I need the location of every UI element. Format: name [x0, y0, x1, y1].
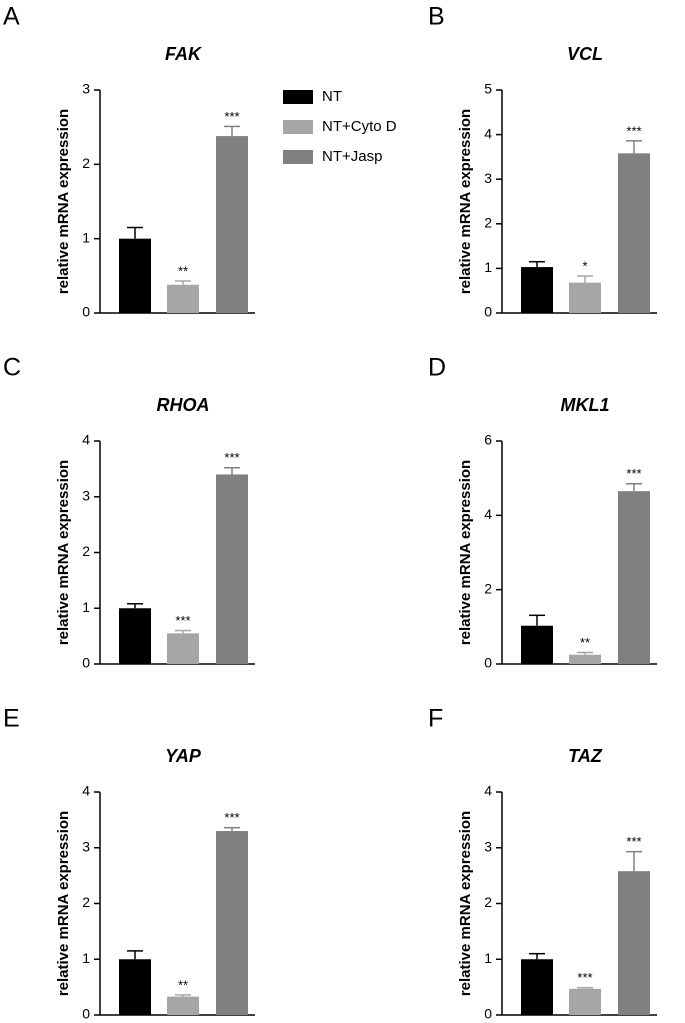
- y-tick-label: 3: [484, 838, 492, 854]
- legend-label: NT+Cyto D: [322, 118, 397, 135]
- significance-label: ***: [224, 810, 239, 825]
- significance-label: ***: [175, 613, 190, 628]
- chart-title: FAK: [165, 44, 203, 64]
- bar: [119, 608, 151, 664]
- significance-label: ***: [224, 109, 239, 124]
- legend-label: NT+Jasp: [322, 148, 382, 165]
- bar: [569, 282, 601, 313]
- y-tick-label: 5: [484, 81, 492, 97]
- y-axis-label: relative mRNA expression: [457, 460, 474, 645]
- y-tick-label: 4: [484, 125, 492, 141]
- significance-label: **: [580, 635, 590, 650]
- bar: [119, 238, 151, 313]
- y-tick-label: 3: [484, 170, 492, 186]
- y-tick-label: 2: [82, 543, 90, 559]
- bar: [618, 491, 650, 664]
- legend-label: NT: [322, 88, 342, 105]
- bar: [216, 136, 248, 313]
- bar: [618, 871, 650, 1015]
- significance-label: *: [582, 258, 587, 273]
- y-axis-label: relative mRNA expression: [55, 109, 72, 294]
- significance-label: ***: [577, 970, 592, 985]
- y-tick-label: 2: [484, 894, 492, 910]
- bar: [521, 959, 553, 1015]
- y-tick-label: 0: [484, 1006, 492, 1022]
- panel-label: A: [3, 3, 20, 31]
- chart-title: RHOA: [157, 395, 210, 415]
- significance-label: **: [178, 977, 188, 992]
- bar: [167, 284, 199, 313]
- y-tick-label: 4: [82, 432, 90, 448]
- chart-title: MKL1: [561, 395, 610, 415]
- y-axis-label: relative mRNA expression: [457, 109, 474, 294]
- y-tick-label: 4: [484, 506, 492, 522]
- y-tick-label: 1: [484, 950, 492, 966]
- y-tick-label: 2: [82, 155, 90, 171]
- panel-label: F: [428, 705, 443, 733]
- significance-label: ***: [626, 466, 641, 481]
- y-tick-label: 2: [82, 894, 90, 910]
- y-tick-label: 0: [484, 655, 492, 671]
- y-tick-label: 4: [82, 783, 90, 799]
- y-tick-label: 1: [82, 950, 90, 966]
- y-tick-label: 0: [82, 1006, 90, 1022]
- bar: [167, 996, 199, 1015]
- bar: [216, 831, 248, 1015]
- chart-title: YAP: [165, 746, 202, 766]
- y-tick-label: 6: [484, 432, 492, 448]
- significance-label: **: [178, 263, 188, 278]
- panel-label: C: [3, 354, 21, 382]
- y-axis-label: relative mRNA expression: [55, 460, 72, 645]
- y-tick-label: 2: [484, 215, 492, 231]
- bar: [216, 474, 248, 664]
- y-tick-label: 1: [484, 259, 492, 275]
- legend-swatch: [283, 120, 313, 134]
- y-axis-label: relative mRNA expression: [457, 811, 474, 996]
- y-tick-label: 3: [82, 81, 90, 97]
- panel-label: E: [3, 705, 20, 733]
- y-tick-label: 4: [484, 783, 492, 799]
- bar: [119, 959, 151, 1015]
- bar: [521, 267, 553, 313]
- y-axis-label: relative mRNA expression: [55, 811, 72, 996]
- bar: [618, 153, 650, 313]
- legend-swatch: [283, 150, 313, 164]
- y-tick-label: 1: [82, 599, 90, 615]
- y-tick-label: 0: [82, 655, 90, 671]
- significance-label: ***: [626, 123, 641, 138]
- legend-swatch: [283, 90, 313, 104]
- bar: [569, 654, 601, 664]
- significance-label: ***: [224, 450, 239, 465]
- y-tick-label: 0: [484, 304, 492, 320]
- bar: [521, 625, 553, 664]
- y-tick-label: 3: [82, 838, 90, 854]
- chart-title: VCL: [567, 44, 603, 64]
- panel-label: D: [428, 354, 446, 382]
- significance-label: ***: [626, 834, 641, 849]
- y-tick-label: 0: [82, 304, 90, 320]
- bar: [569, 988, 601, 1015]
- bar: [167, 633, 199, 664]
- y-tick-label: 3: [82, 487, 90, 503]
- y-tick-label: 2: [484, 580, 492, 596]
- panel-label: B: [428, 3, 445, 31]
- y-tick-label: 1: [82, 229, 90, 245]
- chart-title: TAZ: [568, 746, 603, 766]
